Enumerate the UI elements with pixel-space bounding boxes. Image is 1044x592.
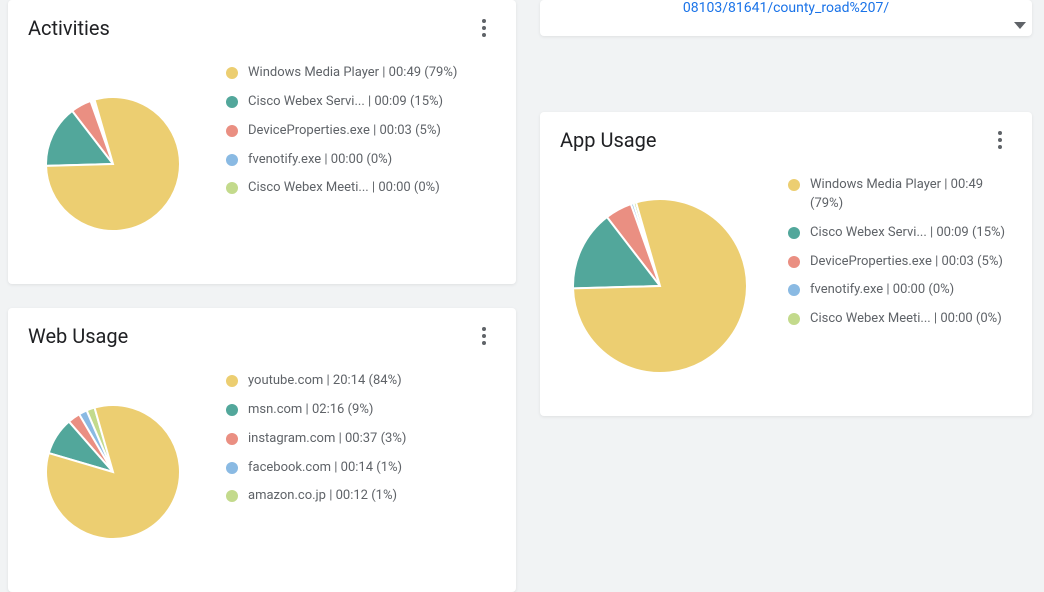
appusage-legend: Windows Media Player | 00:49 (79%) Cisco …: [788, 176, 1012, 329]
webusage-card: Web Usage youtube.com | 20:14 (84%) msn.c…: [8, 308, 516, 592]
card-title: App Usage: [560, 128, 656, 152]
more-button[interactable]: [988, 128, 1012, 152]
left-column: Activities Windows Media Player | 00:49 …: [8, 0, 516, 592]
legend-item: Cisco Webex Servi... | 00:09 (15%): [788, 224, 1012, 243]
legend-label: Windows Media Player | 00:49 (79%): [810, 176, 1012, 214]
legend-color-dot: [788, 284, 800, 296]
legend-item: fvenotify.exe | 00:00 (0%): [788, 281, 1012, 300]
card-header: Activities: [28, 16, 496, 40]
legend-item: DeviceProperties.exe | 00:03 (5%): [788, 253, 1012, 272]
appusage-pie: [570, 196, 750, 376]
card-title: Web Usage: [28, 324, 128, 348]
link-card: 08103/81641/county_road%207/: [540, 0, 1032, 36]
card-body: Windows Media Player | 00:49 (79%) Cisco …: [560, 176, 1012, 396]
webusage-pie: [43, 402, 183, 542]
legend-color-dot: [788, 179, 800, 191]
legend-item: amazon.co.jp | 00:12 (1%): [226, 487, 496, 506]
legend-label: msn.com | 02:16 (9%): [248, 401, 373, 420]
card-title: Activities: [28, 16, 110, 40]
legend-color-dot: [788, 256, 800, 268]
legend-item: Cisco Webex Meeti... | 00:00 (0%): [788, 310, 1012, 329]
legend-color-dot: [226, 462, 238, 474]
right-column: 08103/81641/county_road%207/ App Usage W…: [540, 0, 1032, 592]
activities-pie: [43, 94, 183, 234]
legend-item: Windows Media Player | 00:49 (79%): [788, 176, 1012, 214]
activities-legend: Windows Media Player | 00:49 (79%) Cisco …: [226, 64, 496, 198]
legend-color-dot: [788, 227, 800, 239]
legend-label: Cisco Webex Servi... | 00:09 (15%): [248, 93, 443, 112]
legend-color-dot: [226, 375, 238, 387]
legend-label: facebook.com | 00:14 (1%): [248, 459, 402, 478]
legend-label: amazon.co.jp | 00:12 (1%): [248, 487, 397, 506]
legend-color-dot: [226, 154, 238, 166]
url-link[interactable]: 08103/81641/county_road%207/: [560, 0, 1012, 20]
dropdown-arrow-icon[interactable]: [1014, 22, 1026, 29]
card-header: Web Usage: [28, 324, 496, 348]
legend-label: Cisco Webex Meeti... | 00:00 (0%): [248, 179, 440, 198]
card-body: youtube.com | 20:14 (84%) msn.com | 02:16…: [28, 372, 496, 572]
legend-label: instagram.com | 00:37 (3%): [248, 430, 406, 449]
legend-label: youtube.com | 20:14 (84%): [248, 372, 402, 391]
more-button[interactable]: [472, 324, 496, 348]
legend-color-dot: [226, 404, 238, 416]
legend-color-dot: [226, 96, 238, 108]
more-button[interactable]: [472, 16, 496, 40]
legend-item: instagram.com | 00:37 (3%): [226, 430, 496, 449]
legend-label: DeviceProperties.exe | 00:03 (5%): [810, 253, 1003, 272]
legend-color-dot: [226, 67, 238, 79]
legend-item: Cisco Webex Meeti... | 00:00 (0%): [226, 179, 496, 198]
legend-label: fvenotify.exe | 00:00 (0%): [810, 281, 954, 300]
legend-label: Cisco Webex Meeti... | 00:00 (0%): [810, 310, 1002, 329]
legend-item: fvenotify.exe | 00:00 (0%): [226, 151, 496, 170]
card-body: Windows Media Player | 00:49 (79%) Cisco …: [28, 64, 496, 264]
appusage-card: App Usage Windows Media Player | 00:49 (…: [540, 112, 1032, 416]
legend-color-dot: [788, 313, 800, 325]
legend-item: youtube.com | 20:14 (84%): [226, 372, 496, 391]
legend-color-dot: [226, 182, 238, 194]
legend-item: DeviceProperties.exe | 00:03 (5%): [226, 122, 496, 141]
legend-color-dot: [226, 490, 238, 502]
legend-item: msn.com | 02:16 (9%): [226, 401, 496, 420]
spacer: [540, 60, 1032, 88]
activities-card: Activities Windows Media Player | 00:49 …: [8, 0, 516, 284]
legend-color-dot: [226, 433, 238, 445]
legend-color-dot: [226, 125, 238, 137]
legend-label: fvenotify.exe | 00:00 (0%): [248, 151, 392, 170]
legend-item: Windows Media Player | 00:49 (79%): [226, 64, 496, 83]
pie-chart-container: [28, 372, 198, 572]
legend-label: Cisco Webex Servi... | 00:09 (15%): [810, 224, 1005, 243]
webusage-legend: youtube.com | 20:14 (84%) msn.com | 02:16…: [226, 372, 496, 506]
dashboard: Activities Windows Media Player | 00:49 …: [0, 0, 1044, 592]
legend-item: Cisco Webex Servi... | 00:09 (15%): [226, 93, 496, 112]
pie-chart-container: [560, 176, 760, 396]
card-header: App Usage: [560, 128, 1012, 152]
legend-label: Windows Media Player | 00:49 (79%): [248, 64, 457, 83]
pie-chart-container: [28, 64, 198, 264]
legend-item: facebook.com | 00:14 (1%): [226, 459, 496, 478]
legend-label: DeviceProperties.exe | 00:03 (5%): [248, 122, 441, 141]
